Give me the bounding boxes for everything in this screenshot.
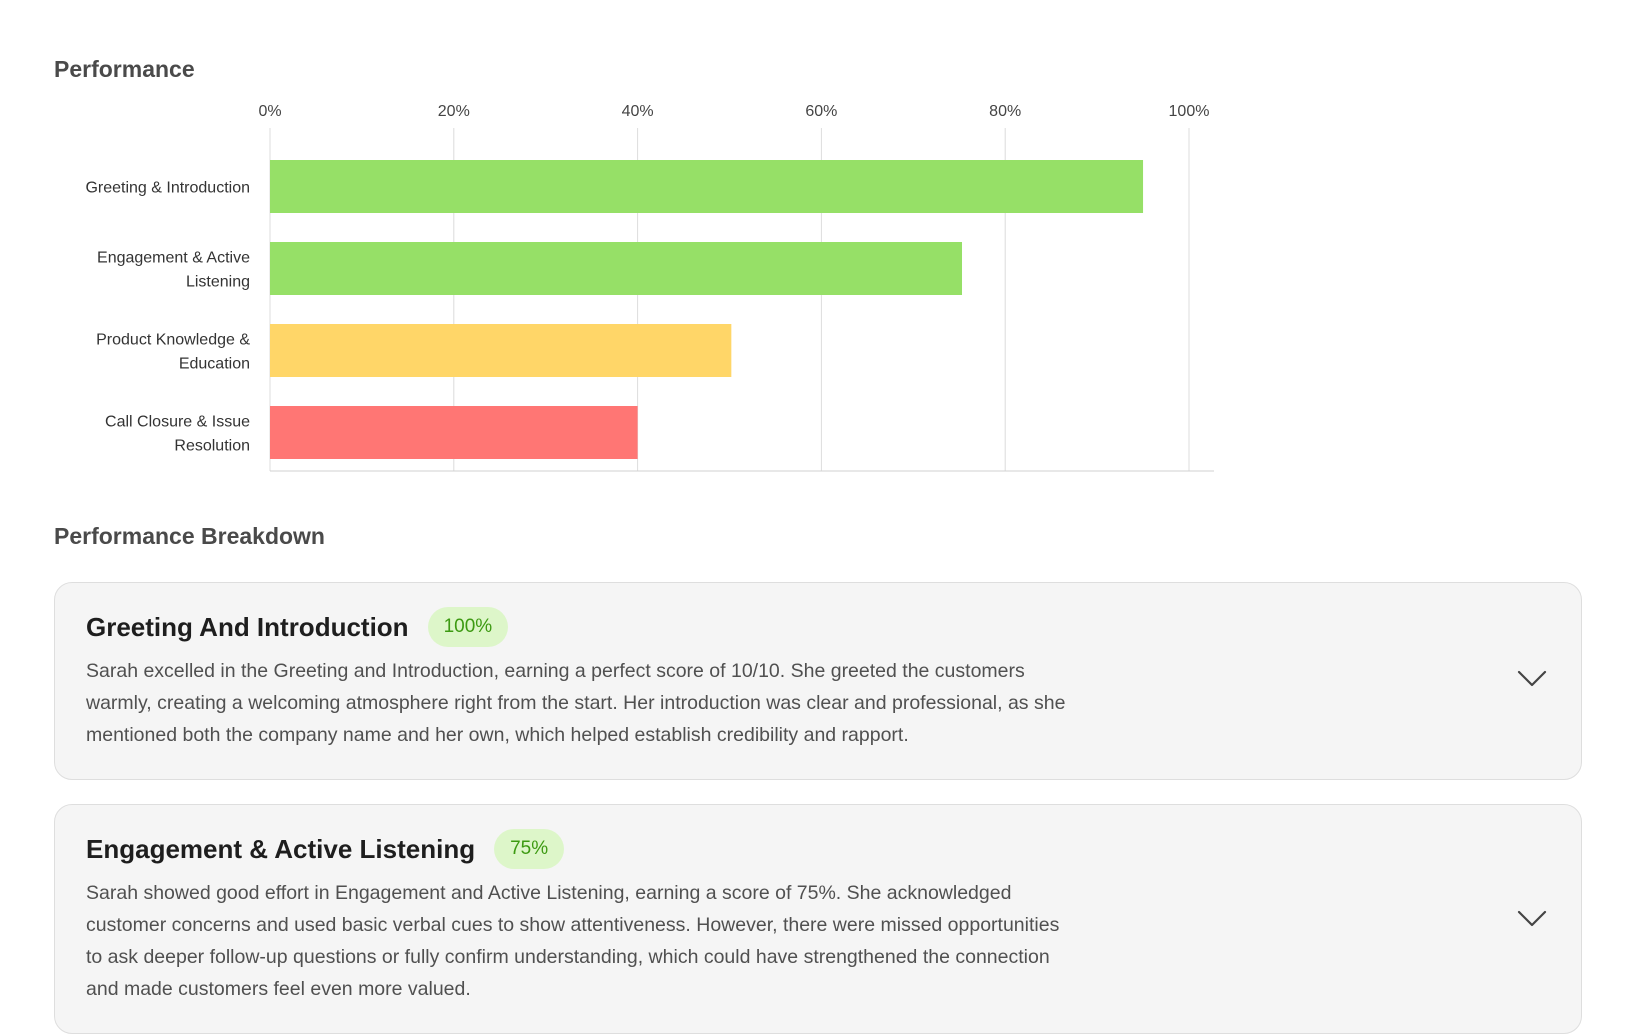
card-description: Sarah showed good effort in Engagement a… bbox=[86, 882, 1060, 1000]
x-tick-label: 0% bbox=[258, 103, 281, 120]
category-label: Call Closure & Issue Resolution bbox=[105, 414, 250, 455]
performance-bar-chart: 0% 20% 40% 60% 80% 100% Greeting & Introductio… bbox=[85, 103, 1214, 472]
card-title: Greeting And Introduction bbox=[86, 611, 409, 642]
breakdown-card-greeting[interactable]: Greeting And Introduction 100% Sarah exc… bbox=[54, 582, 1582, 780]
score-badge: 75% bbox=[494, 829, 565, 869]
card-title: Engagement & Active Listening bbox=[86, 833, 476, 864]
breakdown-card-engagement[interactable]: Engagement & Active Listening 75% Sarah … bbox=[54, 804, 1582, 1034]
bar bbox=[270, 242, 963, 295]
score-badge: 100% bbox=[427, 607, 509, 647]
chevron-down-icon[interactable] bbox=[1517, 670, 1547, 688]
x-tick-label: 20% bbox=[438, 103, 470, 120]
x-tick-label: 100% bbox=[1169, 103, 1210, 120]
bar bbox=[270, 160, 1144, 213]
x-tick-label: 40% bbox=[622, 103, 654, 120]
category-label: Greeting & Introduction bbox=[85, 180, 250, 197]
x-tick-label: 80% bbox=[989, 103, 1021, 120]
chevron-down-icon[interactable] bbox=[1517, 910, 1547, 928]
category-label: Engagement & Active Listening bbox=[97, 250, 250, 291]
breakdown-title: Performance Breakdown bbox=[54, 523, 325, 549]
category-label: Product Knowledge & Education bbox=[96, 332, 250, 373]
performance-title: Performance bbox=[54, 56, 195, 82]
x-tick-label: 60% bbox=[805, 103, 837, 120]
card-description: Sarah excelled in the Greeting and Intro… bbox=[86, 660, 1066, 746]
bar bbox=[270, 406, 638, 459]
bar bbox=[270, 324, 732, 377]
